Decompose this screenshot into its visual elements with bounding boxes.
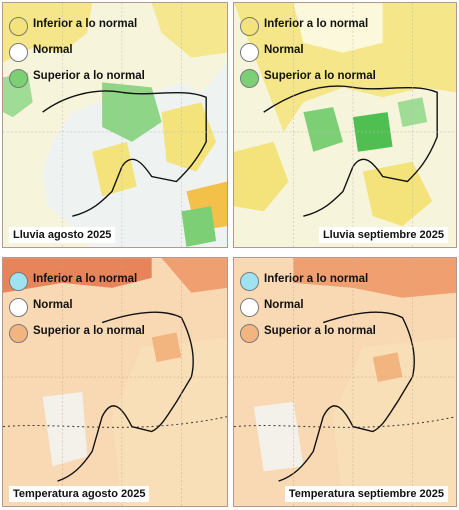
sea-surface-zone: [333, 337, 456, 506]
above-normal-zone: [181, 206, 217, 247]
map-panel-temperature-august: Inferior a lo normal Normal Superior a l…: [2, 257, 228, 507]
above-normal-zone: [102, 82, 162, 142]
above-normal-zone: [151, 332, 182, 363]
panel-caption: Lluvia agosto 2025: [9, 227, 116, 243]
temperature-september-map: [234, 258, 456, 506]
grid-lines: [234, 3, 456, 247]
coastline: [57, 311, 194, 482]
above-normal-zone: [372, 352, 403, 382]
legend-label: Inferior a lo normal: [264, 18, 369, 30]
sea-surface-zone: [112, 337, 227, 506]
normal-swatch: [9, 298, 28, 317]
normal-swatch: [240, 43, 259, 62]
above-normal-swatch: [240, 324, 259, 343]
legend-label: Normal: [264, 299, 304, 311]
below-normal-swatch: [240, 272, 259, 291]
grid-lines: [3, 258, 227, 506]
rain-september-map: [234, 3, 456, 247]
map-panel-rain-august: Inferior a lo normal Normal Superior a l…: [2, 2, 228, 248]
normal-swatch: [9, 43, 28, 62]
above-normal-zone: [293, 258, 456, 298]
tropic-line: [234, 416, 456, 428]
below-normal-zone: [92, 141, 137, 197]
grid-lines: [234, 258, 456, 506]
below-normal-swatch: [240, 17, 259, 36]
above-normal-zone: [161, 258, 227, 293]
grid-lines: [3, 3, 227, 247]
below-normal-zone: [362, 161, 433, 227]
normal-zone: [293, 3, 383, 53]
normal-zone: [253, 401, 304, 472]
normal-zone: [42, 391, 88, 467]
legend-label: Normal: [33, 44, 73, 56]
legend-label: Inferior a lo normal: [33, 273, 138, 285]
panel-caption: Temperatura septiembre 2025: [284, 486, 448, 502]
map-panel-temperature-september: Inferior a lo normal Normal Superior a l…: [233, 257, 457, 507]
legend-label: Superior a lo normal: [33, 325, 145, 337]
above-normal-zone: [303, 107, 344, 152]
panel-caption: Lluvia septiembre 2025: [318, 227, 448, 243]
legend-label: Normal: [33, 299, 73, 311]
map-panel-rain-september: Inferior a lo normal Normal Superior a l…: [233, 2, 457, 248]
normal-swatch: [240, 298, 259, 317]
above-normal-swatch: [240, 69, 259, 88]
land-area: [3, 3, 227, 247]
legend-label: Inferior a lo normal: [264, 273, 369, 285]
coastline: [263, 85, 438, 217]
legend-label: Inferior a lo normal: [33, 18, 138, 30]
temperature-august-map: [3, 258, 227, 506]
coastline: [278, 311, 416, 482]
below-normal-zone: [234, 141, 289, 212]
below-normal-swatch: [9, 272, 28, 291]
legend-label: Normal: [264, 44, 304, 56]
below-normal-swatch: [9, 17, 28, 36]
legend-label: Superior a lo normal: [264, 70, 376, 82]
below-normal-zone: [161, 102, 217, 172]
rain-august-map: [3, 3, 227, 247]
tropic-line: [3, 416, 227, 428]
legend-label: Superior a lo normal: [264, 325, 376, 337]
panel-caption: Temperatura agosto 2025: [9, 486, 150, 502]
below-normal-zone: [234, 3, 456, 132]
above-normal-swatch: [9, 324, 28, 343]
above-normal-zone: [3, 258, 152, 293]
legend-label: Superior a lo normal: [33, 70, 145, 82]
below-normal-zone: [151, 3, 227, 58]
coastline: [42, 90, 207, 217]
above-normal-swatch: [9, 69, 28, 88]
